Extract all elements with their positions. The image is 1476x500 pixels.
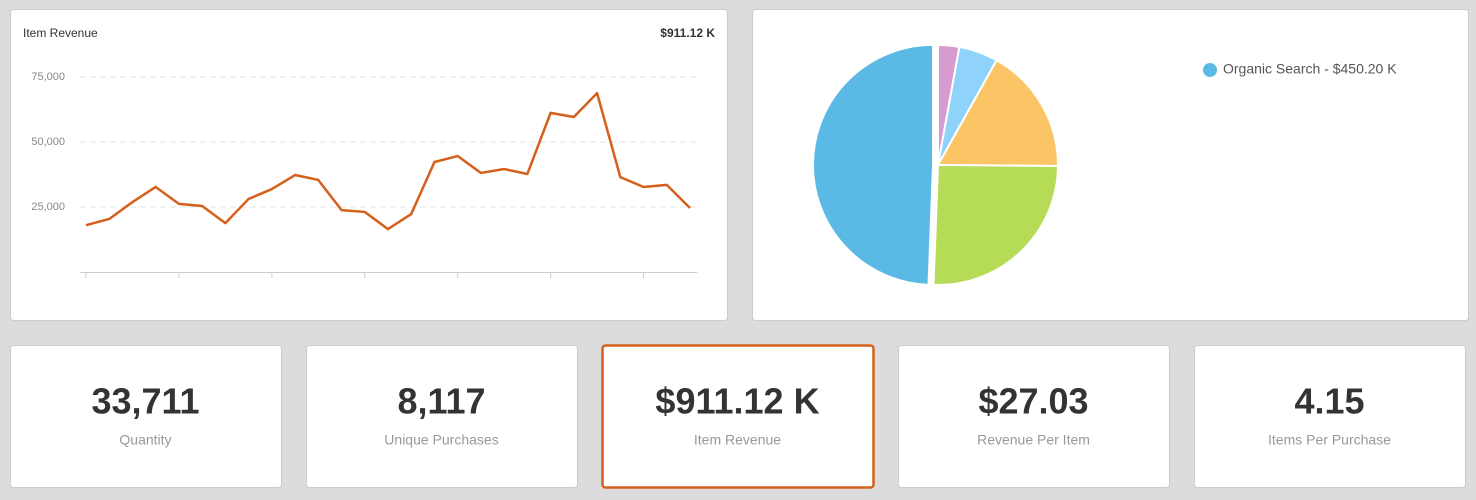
legend-label: Organic Search - $450.20 K: [1223, 61, 1397, 77]
kpi-value: 4.15: [1294, 381, 1364, 422]
kpi-card[interactable]: [898, 345, 1170, 488]
line-panel: [10, 9, 728, 321]
kpi-card[interactable]: [1194, 345, 1466, 488]
kpi-card[interactable]: [306, 345, 578, 488]
pie-slice: [812, 43, 935, 286]
kpi-label: Items Per Purchase: [1268, 432, 1391, 448]
kpi-label: Revenue Per Item: [977, 432, 1090, 448]
kpi-card[interactable]: [10, 345, 282, 488]
kpi-label: Quantity: [119, 432, 171, 448]
y-tick-label: 25,000: [31, 201, 65, 213]
legend-swatch: [1203, 63, 1217, 77]
line-title: Item Revenue: [23, 26, 98, 40]
kpi-label: Unique Purchases: [384, 432, 498, 448]
pie-slice: [936, 58, 1060, 168]
revenue-line: [85, 91, 691, 231]
kpi-card[interactable]: [601, 344, 875, 489]
y-tick-label: 75,000: [31, 71, 65, 83]
line-total: $911.12 K: [660, 26, 715, 40]
y-tick-label: 50,000: [31, 136, 65, 148]
kpi-value: $27.03: [978, 381, 1088, 422]
kpi-label: Item Revenue: [694, 432, 781, 448]
pie-slice: [932, 163, 1060, 286]
kpi-value: 33,711: [91, 381, 199, 422]
kpi-value: $911.12 K: [655, 381, 819, 422]
kpi-value: 8,117: [397, 381, 485, 422]
